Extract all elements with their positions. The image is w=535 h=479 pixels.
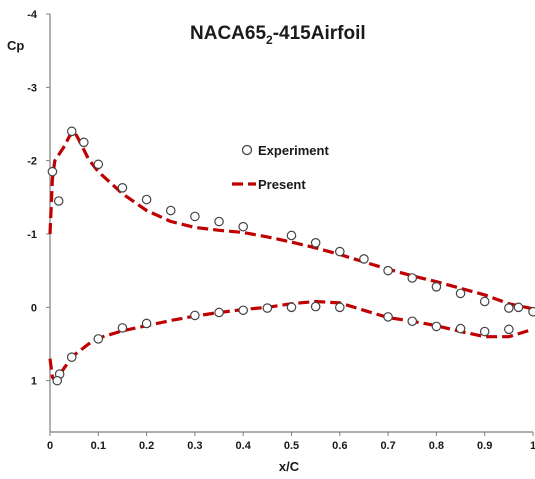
experiment-point xyxy=(334,246,345,257)
y-tick-label: 0 xyxy=(31,302,37,314)
experiment-point xyxy=(431,281,442,292)
experiment-point xyxy=(504,303,514,313)
experiment-point xyxy=(141,318,152,329)
chart-title-main: NACA65 xyxy=(190,23,266,44)
experiment-point xyxy=(334,302,345,313)
experiment-point xyxy=(214,307,224,318)
x-tick-label: 0.7 xyxy=(380,440,395,452)
y-tick-label: -2 xyxy=(27,156,37,168)
experiment-point xyxy=(286,302,297,313)
x-tick-label: 1 xyxy=(530,440,535,452)
x-tick-label: 0.4 xyxy=(236,440,252,452)
x-tick-label: 0.1 xyxy=(91,440,106,452)
present-line-lower-surface xyxy=(48,299,534,383)
present-line-upper-surface xyxy=(48,129,534,311)
experiment-point xyxy=(66,126,77,137)
experiment-point xyxy=(310,301,321,312)
experiment-point xyxy=(93,334,104,344)
legend-present-label: Present xyxy=(258,177,306,192)
experiment-point xyxy=(141,194,152,205)
experiment-point xyxy=(238,221,248,232)
x-tick-label: 0.6 xyxy=(332,440,347,452)
experiment-point xyxy=(165,205,176,216)
y-axis-title: Cp xyxy=(7,38,24,53)
chart-title: NACA652-415Airfoil xyxy=(190,23,366,47)
y-tick-label: -4 xyxy=(27,9,38,21)
experiment-point xyxy=(407,273,418,283)
experiment-point xyxy=(117,183,128,193)
experiment-point xyxy=(52,375,63,386)
x-tick-label: 0.9 xyxy=(477,440,492,452)
x-tick-label: 0 xyxy=(47,440,53,452)
experiment-point xyxy=(407,316,418,327)
experiment-point xyxy=(431,321,442,332)
experiment-point xyxy=(310,238,321,248)
x-tick-label: 0.5 xyxy=(284,440,299,452)
experiment-point xyxy=(93,159,104,170)
x-tick-labels: 0 0.1 0.2 0.3 0.4 0.5 0.6 0.7 0.8 0.9 1 xyxy=(47,440,535,452)
y-tick-label: -1 xyxy=(27,229,37,241)
legend-experiment-label: Experiment xyxy=(258,143,329,158)
chart-title-subscript: 2 xyxy=(266,33,273,47)
experiment-point xyxy=(79,137,89,148)
y-tick-label: -3 xyxy=(27,82,37,94)
experiment-point xyxy=(383,265,393,276)
axes xyxy=(46,13,534,436)
experiment-point xyxy=(214,216,224,227)
experiment-point xyxy=(190,211,200,222)
y-tick-labels: -4 -3 -2 -1 0 1 xyxy=(27,9,38,388)
experiment-point xyxy=(262,303,273,313)
experiment-point xyxy=(53,196,64,206)
x-tick-label: 0.8 xyxy=(429,440,444,452)
experiment-point xyxy=(238,305,248,316)
chart-title-rest: -415Airfoil xyxy=(273,23,366,44)
experiment-point xyxy=(66,352,77,362)
legend: Experiment Present xyxy=(232,143,329,192)
experiment-point xyxy=(359,254,369,264)
experiment-point xyxy=(513,302,524,313)
experiment-point xyxy=(479,296,490,307)
experiment-point xyxy=(47,166,58,177)
legend-experiment-marker xyxy=(241,144,253,156)
experiment-point xyxy=(286,230,297,241)
experiment-point xyxy=(504,324,514,335)
svg-text:NACA652-415Airfoil: NACA652-415Airfoil xyxy=(190,23,366,47)
y-tick-label: 1 xyxy=(31,376,37,388)
experiment-point xyxy=(190,310,200,321)
experiment-point xyxy=(455,288,466,299)
experiment-point xyxy=(383,312,393,322)
experiment-point xyxy=(117,323,128,333)
plot-area xyxy=(47,126,535,386)
experiment-point xyxy=(479,326,490,337)
experiment-point xyxy=(455,323,466,334)
experiment-point xyxy=(528,306,535,317)
x-tick-label: 0.2 xyxy=(139,440,154,452)
x-axis-title: x/C xyxy=(279,459,300,474)
x-tick-label: 0.3 xyxy=(187,440,202,452)
